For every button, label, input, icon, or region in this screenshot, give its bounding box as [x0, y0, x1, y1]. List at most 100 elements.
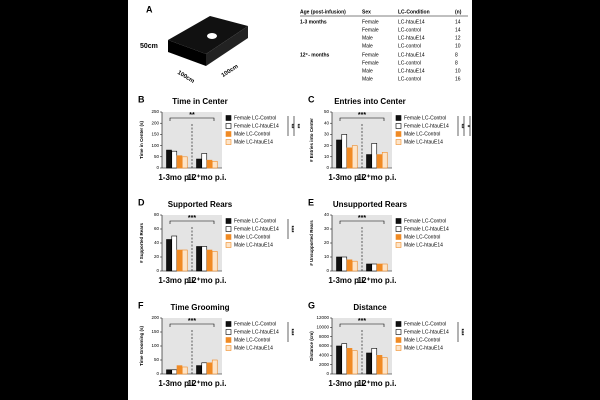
legend-label: Female LC-htauE14: [234, 226, 279, 232]
table-cell: 10: [455, 43, 461, 49]
table-header: LC-Condition: [398, 9, 430, 15]
bar: [211, 251, 218, 272]
legend-label: Male LC-htauE14: [404, 242, 443, 248]
table-cell: Male: [362, 68, 373, 74]
x-tick-label: 12⁺mo p.i.: [188, 173, 227, 182]
table-cell: Female: [362, 52, 379, 58]
y-tick-label: 30: [324, 132, 330, 137]
legend-label: Male LC-Control: [404, 337, 440, 343]
bar: [336, 139, 342, 169]
bar: [211, 359, 218, 375]
table-cell: 10: [455, 68, 461, 74]
legend-label: Female LC-Control: [234, 115, 276, 121]
x-tick-label: 12⁺mo p.i.: [358, 173, 397, 182]
chart-title: Unsupported Rears: [333, 200, 408, 209]
y-tick-label: 10: [324, 254, 330, 259]
legend-swatch: [225, 131, 232, 137]
table-cell: LC-htauE14: [398, 19, 425, 25]
x-tick-label: 1-3mo p.i.: [328, 379, 365, 388]
y-tick-label: 100: [151, 143, 159, 148]
bar: [196, 158, 202, 169]
bar: [181, 249, 188, 272]
bar: [211, 160, 218, 169]
legend-label: Female LC-Control: [234, 321, 276, 327]
y-tick-label: 150: [151, 132, 159, 137]
table-cell: Female: [362, 60, 379, 66]
y-tick-label: 150: [151, 329, 159, 334]
sig-label: ***: [188, 318, 196, 325]
y-axis-label: Time Grooming (s): [139, 326, 144, 366]
table-cell: Male: [362, 43, 373, 49]
table-header: Age (post-infusion): [300, 9, 346, 15]
bar: [171, 150, 178, 169]
y-axis-label: Time in Center (s): [139, 121, 144, 159]
bar: [366, 154, 372, 169]
table-cell: 12: [455, 35, 461, 41]
legend-swatch: [225, 123, 232, 129]
chart-title: Supported Rears: [168, 200, 233, 209]
bar: [346, 348, 353, 375]
sig-label: ***: [457, 328, 463, 336]
y-tick-label: 50: [154, 154, 160, 159]
legend-label: Female LC-Control: [404, 218, 446, 224]
table-cell: LC-control: [398, 43, 421, 49]
sig-bracket: [339, 117, 385, 121]
y-tick-label: 60: [154, 226, 160, 231]
panel-letter: F: [138, 300, 144, 310]
table-cell: LC-htauE14: [398, 52, 425, 58]
y-tick-label: 0: [156, 371, 159, 376]
bar: [341, 134, 348, 169]
bar: [206, 159, 213, 169]
table-cell: 14: [455, 19, 461, 25]
table-cell: 8: [455, 60, 458, 66]
y-axis-label: Distance (cm): [309, 331, 314, 361]
x-tick-label: 12⁺mo p.i.: [188, 276, 227, 285]
table-cell: Female: [362, 19, 379, 25]
bar: [351, 145, 358, 169]
bar: [376, 355, 383, 375]
table-cell: Male: [362, 35, 373, 41]
sig-bracket: [169, 220, 215, 224]
legend-label: Male LC-Control: [404, 234, 440, 240]
y-tick-label: 250: [151, 109, 159, 114]
y-tick-label: 200: [151, 315, 159, 320]
sig-label: *: [463, 125, 469, 128]
y-tick-label: 10000: [316, 325, 329, 330]
panel-letter: D: [138, 197, 145, 207]
sig-label: ***: [287, 328, 293, 336]
legend-swatch: [225, 242, 232, 248]
bar: [166, 149, 172, 169]
sig-label: **: [189, 112, 195, 119]
sig-label: ***: [358, 215, 366, 222]
bar: [341, 343, 348, 375]
bar: [201, 153, 208, 169]
bar: [351, 260, 358, 272]
bar: [171, 235, 178, 272]
arena-wall-right: [206, 26, 248, 66]
y-tick-label: 10: [324, 154, 330, 159]
legend-label: Male LC-Control: [404, 131, 440, 137]
y-tick-label: 80: [154, 212, 160, 217]
y-axis-label: # Entries into Center: [309, 118, 314, 162]
table-header: Sex: [362, 9, 371, 15]
y-tick-label: 20: [324, 240, 330, 245]
y-tick-label: 20: [154, 254, 160, 259]
legend-label: Female LC-Control: [404, 115, 446, 121]
chart-title: Distance: [353, 303, 387, 312]
x-tick-label: 1-3mo p.i.: [158, 379, 195, 388]
panel-letter: E: [308, 197, 314, 207]
y-tick-label: 20: [324, 143, 330, 148]
sig-bracket: [169, 323, 215, 327]
bar: [196, 246, 202, 272]
legend-swatch: [395, 218, 402, 224]
x-tick-label: 1-3mo p.i.: [158, 276, 195, 285]
bar: [176, 155, 183, 169]
legend-swatch: [395, 345, 402, 351]
legend-label: Male LC-htauE14: [234, 139, 273, 145]
legend-swatch: [395, 242, 402, 248]
y-tick-label: 40: [154, 240, 160, 245]
legend-swatch: [225, 329, 232, 335]
legend-label: Female LC-Control: [234, 218, 276, 224]
bar: [171, 369, 178, 375]
